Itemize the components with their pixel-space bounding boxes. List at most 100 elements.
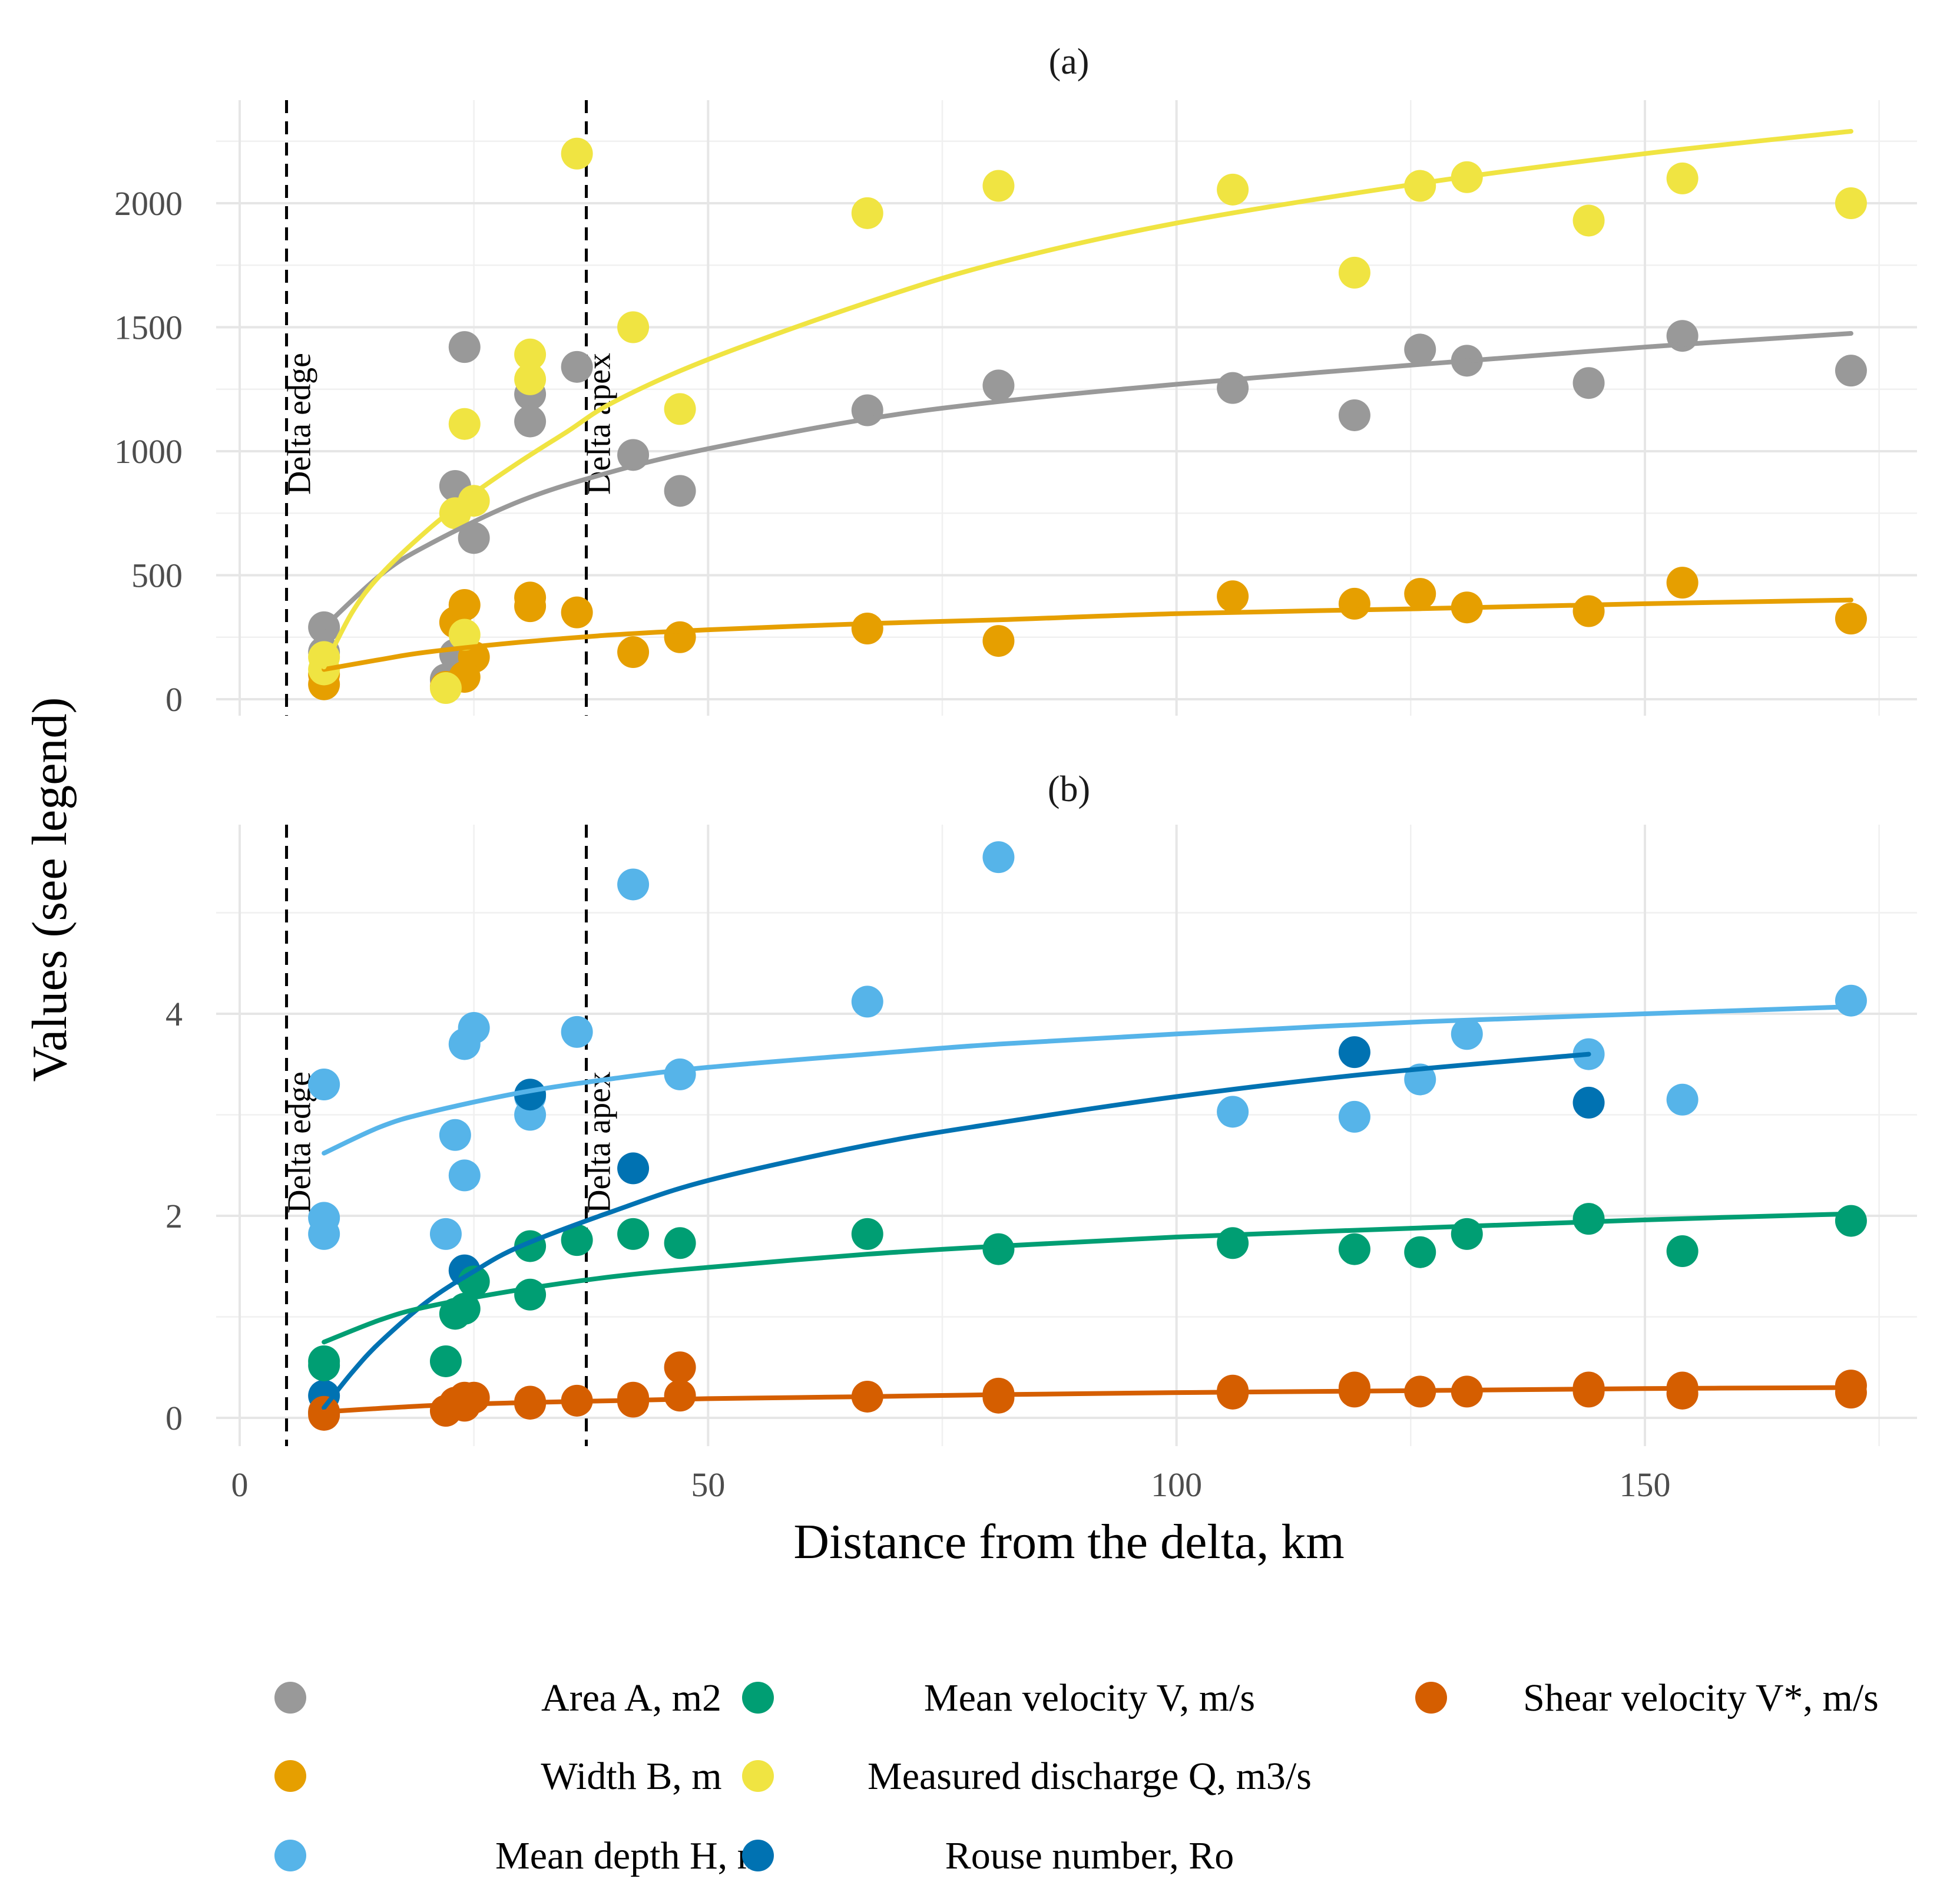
legend-swatch xyxy=(1415,1682,1447,1714)
data-point xyxy=(982,369,1015,402)
data-point xyxy=(1404,578,1436,610)
data-point xyxy=(561,1224,593,1256)
fit-line xyxy=(322,1385,1853,1414)
legend-item: Area A, m2 xyxy=(274,1676,721,1719)
data-point xyxy=(1835,603,1867,635)
data-point xyxy=(1217,580,1249,613)
data-point xyxy=(1404,1236,1436,1268)
data-point xyxy=(514,1278,547,1311)
data-point xyxy=(308,1069,340,1101)
data-point xyxy=(1572,1203,1605,1235)
data-point xyxy=(1666,1235,1699,1268)
legend-label: Mean depth H, m xyxy=(495,1834,767,1877)
data-point xyxy=(514,590,547,623)
data-point xyxy=(1666,1377,1699,1410)
data-point xyxy=(448,1159,481,1192)
data-point xyxy=(1338,399,1370,431)
data-point xyxy=(561,350,593,383)
data-point xyxy=(1338,1100,1370,1133)
fit-line xyxy=(322,1211,1853,1345)
grid-b xyxy=(216,825,1917,1446)
legend-label: Mean velocity V, m/s xyxy=(924,1676,1255,1719)
data-point xyxy=(514,1079,547,1111)
data-point xyxy=(1666,162,1699,194)
legend-swatch xyxy=(274,1682,306,1714)
series-width-b-m xyxy=(308,567,1867,703)
vline-label: Delta edge xyxy=(282,1071,318,1213)
data-point xyxy=(664,621,696,653)
data-point xyxy=(429,1345,462,1377)
x-axis-title: Distance from the delta, km xyxy=(793,1514,1344,1569)
x-tick-label: 150 xyxy=(1620,1466,1671,1504)
data-point xyxy=(439,1119,471,1151)
data-point xyxy=(1666,567,1699,599)
data-point xyxy=(982,1233,1015,1265)
data-point xyxy=(1572,1375,1605,1408)
data-point xyxy=(664,1380,696,1412)
legend-label: Measured discharge Q, m3/s xyxy=(868,1755,1312,1798)
data-point xyxy=(448,408,481,440)
data-point xyxy=(1338,1036,1370,1069)
x-tick-label: 100 xyxy=(1151,1466,1202,1504)
data-point xyxy=(617,868,650,901)
data-point xyxy=(448,331,481,363)
legend-item: Mean velocity V, m/s xyxy=(742,1676,1255,1719)
data-point xyxy=(1338,256,1370,289)
data-point xyxy=(1835,187,1867,219)
y-axis-title: Values (see legend) xyxy=(22,697,77,1082)
data-point xyxy=(1572,595,1605,627)
legend: Area A, m2 Mean velocity V, m/s Shear velo… xyxy=(274,1676,1879,1877)
fit-line xyxy=(322,331,1853,630)
y-tick-label: 2000 xyxy=(114,184,183,223)
fit-line xyxy=(322,128,1853,670)
data-point xyxy=(982,625,1015,657)
data-point xyxy=(514,338,547,371)
legend-swatch xyxy=(742,1682,774,1714)
y-tick-label: 0 xyxy=(165,1399,183,1437)
data-point xyxy=(664,1058,696,1090)
legend-label: Shear velocity V*, m/s xyxy=(1523,1676,1879,1719)
vline-label: Delta apex xyxy=(581,1071,618,1213)
panel-title: (a) xyxy=(1049,42,1090,82)
data-point xyxy=(429,672,462,705)
panel-title: (b) xyxy=(1048,769,1090,809)
legend-swatch xyxy=(742,1840,774,1871)
legend-label: Width B, m xyxy=(541,1755,721,1798)
data-point xyxy=(1451,1218,1483,1250)
data-point xyxy=(514,405,547,438)
series-shear-velocity-v-m-s xyxy=(308,1351,1867,1431)
legend-label: Rouse number, Ro xyxy=(945,1834,1234,1877)
x-tick-label: 50 xyxy=(691,1466,725,1504)
legend-swatch xyxy=(274,1760,306,1792)
data-point xyxy=(1338,587,1370,620)
data-point xyxy=(851,613,883,645)
data-point xyxy=(308,1349,340,1381)
data-point xyxy=(429,1218,462,1250)
data-point xyxy=(1338,1233,1370,1265)
y-tick-label: 500 xyxy=(131,557,183,595)
data-point xyxy=(1835,1205,1867,1237)
grid-a xyxy=(216,100,1917,716)
data-point xyxy=(664,393,696,425)
y-tick-label: 1500 xyxy=(114,309,183,347)
data-point xyxy=(1572,204,1605,237)
data-point xyxy=(1572,367,1605,399)
legend-item: Shear velocity V*, m/s xyxy=(1415,1676,1879,1719)
data-point xyxy=(1217,1096,1249,1128)
data-point xyxy=(851,1218,883,1250)
data-point xyxy=(982,841,1015,874)
data-point xyxy=(1835,1377,1867,1409)
y-tick-label: 2 xyxy=(165,1197,183,1235)
data-point xyxy=(1217,173,1249,206)
legend-swatch xyxy=(274,1840,306,1871)
data-point xyxy=(1835,984,1867,1017)
data-point xyxy=(617,1218,650,1250)
legend-item: Width B, m xyxy=(274,1755,722,1798)
data-point xyxy=(664,1351,696,1384)
fit-line xyxy=(322,597,1853,672)
y-tick-label: 0 xyxy=(165,680,183,719)
data-point xyxy=(448,589,481,621)
y-tick-label: 1000 xyxy=(114,432,183,471)
data-point xyxy=(458,485,490,517)
